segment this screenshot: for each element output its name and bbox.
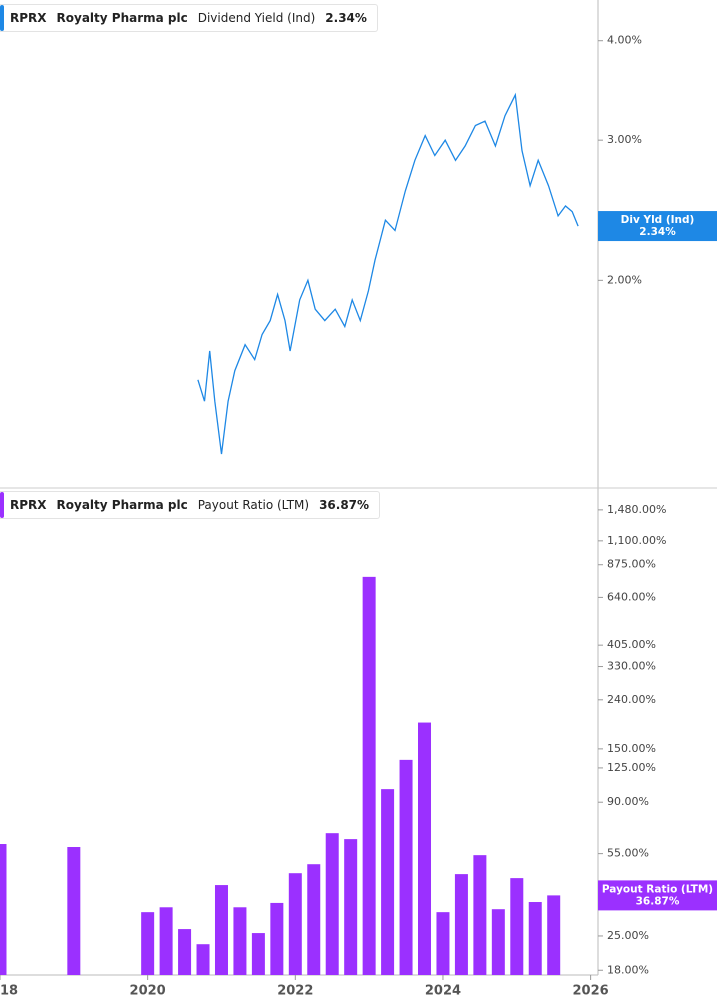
- legend: RPRX Royalty Pharma plc Payout Ratio (LT…: [0, 491, 381, 519]
- bar: [381, 789, 395, 975]
- company: Royalty Pharma plc: [56, 11, 188, 25]
- bar: [307, 864, 321, 975]
- ticker: RPRX: [10, 11, 47, 25]
- value-tag-value: 36.87%: [636, 895, 680, 907]
- current-value: 36.87%: [319, 498, 370, 512]
- y-tick-label: 405.00%: [607, 638, 656, 651]
- bar: [178, 929, 192, 975]
- bar: [454, 874, 468, 975]
- bar: [251, 933, 265, 975]
- bar: [344, 839, 358, 975]
- legend-swatch: [0, 5, 4, 31]
- bar: [196, 944, 210, 975]
- bar: [362, 576, 376, 975]
- bar: [547, 895, 561, 975]
- legend: RPRX Royalty Pharma plc Dividend Yield (…: [0, 4, 378, 32]
- panel: 18.00% 25.00% 55.00% 90.00% 125.00% 150.00% 24…: [0, 503, 717, 999]
- y-tick-label: 1,480.00%: [607, 503, 666, 516]
- value-tag: [598, 880, 717, 911]
- series-name: Payout Ratio (LTM): [197, 498, 310, 512]
- bar: [67, 847, 81, 975]
- x-tick-label: 2024: [425, 984, 461, 999]
- y-tick-label: 150.00%: [607, 742, 656, 755]
- bar: [270, 902, 284, 975]
- y-tick-label: 875.00%: [607, 558, 656, 571]
- bar: [510, 878, 524, 975]
- y-tick-label: 55.00%: [607, 847, 649, 860]
- value-tag-label: Payout Ratio (LTM): [602, 883, 713, 895]
- bar: [418, 722, 432, 975]
- y-tick-label: 1,100.00%: [607, 534, 666, 547]
- bar: [214, 885, 228, 975]
- x-tick-label: 2026: [573, 984, 609, 999]
- value-tag-label: Div Yld (Ind): [621, 214, 695, 226]
- value-tag-value: 2.34%: [639, 226, 676, 238]
- x-tick-label: 2020: [130, 984, 166, 999]
- bar: [528, 902, 542, 975]
- bar: [491, 909, 505, 975]
- company: Royalty Pharma plc: [56, 498, 188, 512]
- bar: [473, 855, 487, 975]
- ticker: RPRX: [10, 498, 47, 512]
- y-tick-label: 640.00%: [607, 590, 656, 603]
- y-tick-label: 90.00%: [607, 795, 649, 808]
- bar: [436, 912, 450, 975]
- y-tick-label: 4.00%: [607, 34, 642, 47]
- data-line: [197, 92, 579, 455]
- bar: [325, 833, 339, 975]
- y-tick-label: 125.00%: [607, 761, 656, 774]
- x-tick-label: 2018: [0, 984, 18, 999]
- y-tick-label: 2.00%: [607, 273, 642, 286]
- y-tick-label: 18.00%: [607, 963, 649, 976]
- bar: [399, 759, 413, 975]
- y-tick-label: 330.00%: [607, 660, 656, 673]
- bar: [159, 907, 173, 975]
- bar: [233, 907, 247, 975]
- series-name: Dividend Yield (Ind): [197, 11, 316, 25]
- bar: [288, 873, 302, 975]
- y-tick-label: 240.00%: [607, 693, 656, 706]
- legend-swatch: [0, 492, 4, 518]
- x-tick-label: 2022: [277, 984, 313, 999]
- y-tick-label: 25.00%: [607, 929, 649, 942]
- bar: [0, 844, 7, 975]
- y-tick-label: 3.00%: [607, 133, 642, 146]
- value-tag: [598, 211, 717, 242]
- panel: 2.00% 3.00% 4.00% Div Yld (Ind)2.34%: [197, 34, 717, 455]
- bar: [141, 912, 155, 975]
- current-value: 2.34%: [325, 11, 367, 25]
